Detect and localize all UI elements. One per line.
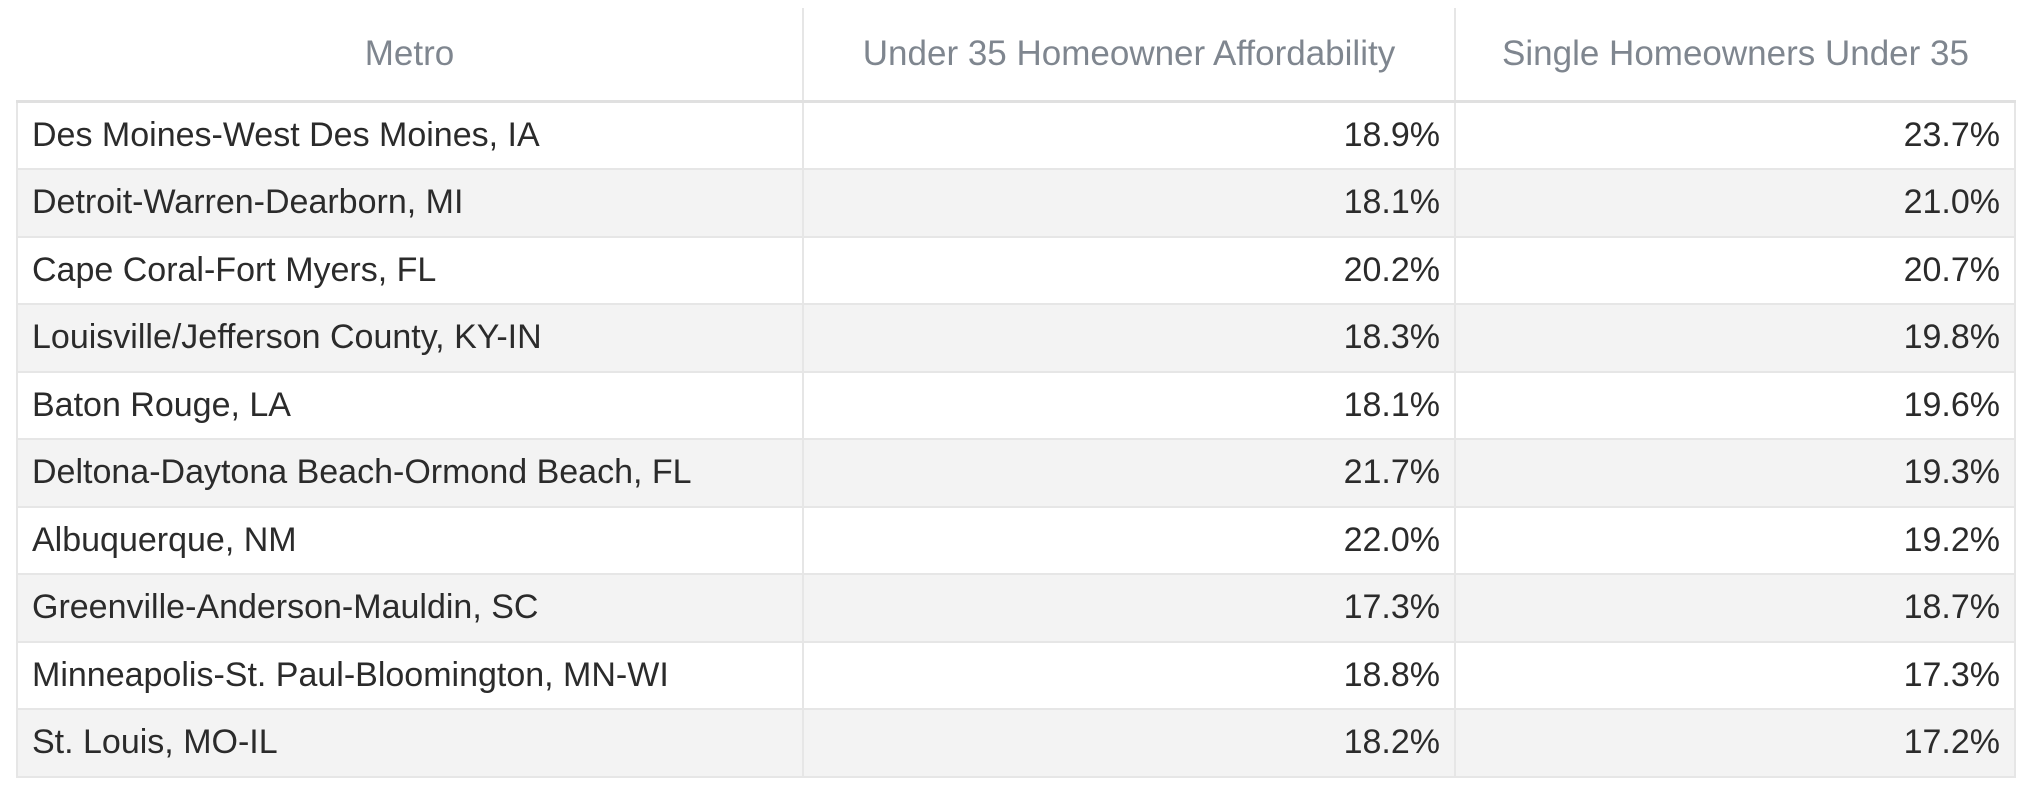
data-table-container: Metro Under 35 Homeowner Affordability S…: [16, 8, 2016, 778]
table-row: St. Louis, MO-IL 18.2% 17.2%: [16, 708, 2016, 778]
header-row: Metro Under 35 Homeowner Affordability S…: [17, 8, 2015, 103]
table-row: Detroit-Warren-Dearborn, MI 18.1% 21.0%: [16, 168, 2016, 238]
metro-table: Metro Under 35 Homeowner Affordability S…: [16, 8, 2016, 778]
affordability-cell: 18.1%: [802, 370, 1456, 440]
single-homeowners-cell: 19.2%: [1454, 505, 2016, 575]
metro-cell: Greenville-Anderson-Mauldin, SC: [16, 573, 804, 643]
table-body: Des Moines-West Des Moines, IA 18.9% 23.…: [16, 100, 2016, 778]
single-homeowners-cell: 17.3%: [1454, 640, 2016, 710]
table-row: Deltona-Daytona Beach-Ormond Beach, FL 2…: [16, 438, 2016, 508]
metro-cell: Des Moines-West Des Moines, IA: [16, 100, 804, 170]
metro-cell: St. Louis, MO-IL: [16, 708, 804, 778]
table-row: Des Moines-West Des Moines, IA 18.9% 23.…: [16, 100, 2016, 170]
affordability-cell: 18.2%: [802, 708, 1456, 778]
single-homeowners-cell: 19.8%: [1454, 303, 2016, 373]
affordability-cell: 18.3%: [802, 303, 1456, 373]
single-homeowners-cell: 20.7%: [1454, 235, 2016, 305]
affordability-cell: 18.1%: [802, 168, 1456, 238]
single-homeowners-cell: 21.0%: [1454, 168, 2016, 238]
table-row: Baton Rouge, LA 18.1% 19.6%: [16, 370, 2016, 440]
single-homeowners-cell: 19.3%: [1454, 438, 2016, 508]
metro-cell: Deltona-Daytona Beach-Ormond Beach, FL: [16, 438, 804, 508]
metro-cell: Minneapolis-St. Paul-Bloomington, MN-WI: [16, 640, 804, 710]
table-row: Cape Coral-Fort Myers, FL 20.2% 20.7%: [16, 235, 2016, 305]
affordability-cell: 18.8%: [802, 640, 1456, 710]
column-header-single-homeowners-under-35[interactable]: Single Homeowners Under 35: [1454, 8, 2015, 103]
single-homeowners-cell: 18.7%: [1454, 573, 2016, 643]
metro-cell: Albuquerque, NM: [16, 505, 804, 575]
metro-cell: Louisville/Jefferson County, KY-IN: [16, 303, 804, 373]
column-header-under-35-affordability[interactable]: Under 35 Homeowner Affordability: [802, 8, 1455, 103]
affordability-cell: 17.3%: [802, 573, 1456, 643]
metro-cell: Cape Coral-Fort Myers, FL: [16, 235, 804, 305]
affordability-cell: 22.0%: [802, 505, 1456, 575]
column-header-metro[interactable]: Metro: [17, 8, 803, 103]
single-homeowners-cell: 17.2%: [1454, 708, 2016, 778]
table-row: Greenville-Anderson-Mauldin, SC 17.3% 18…: [16, 573, 2016, 643]
table-header: Metro Under 35 Homeowner Affordability S…: [17, 8, 2015, 103]
affordability-cell: 18.9%: [802, 100, 1456, 170]
affordability-cell: 21.7%: [802, 438, 1456, 508]
metro-cell: Detroit-Warren-Dearborn, MI: [16, 168, 804, 238]
table-row: Louisville/Jefferson County, KY-IN 18.3%…: [16, 303, 2016, 373]
metro-cell: Baton Rouge, LA: [16, 370, 804, 440]
table-row: Albuquerque, NM 22.0% 19.2%: [16, 505, 2016, 575]
affordability-cell: 20.2%: [802, 235, 1456, 305]
single-homeowners-cell: 23.7%: [1454, 100, 2016, 170]
single-homeowners-cell: 19.6%: [1454, 370, 2016, 440]
table-row: Minneapolis-St. Paul-Bloomington, MN-WI …: [16, 640, 2016, 710]
